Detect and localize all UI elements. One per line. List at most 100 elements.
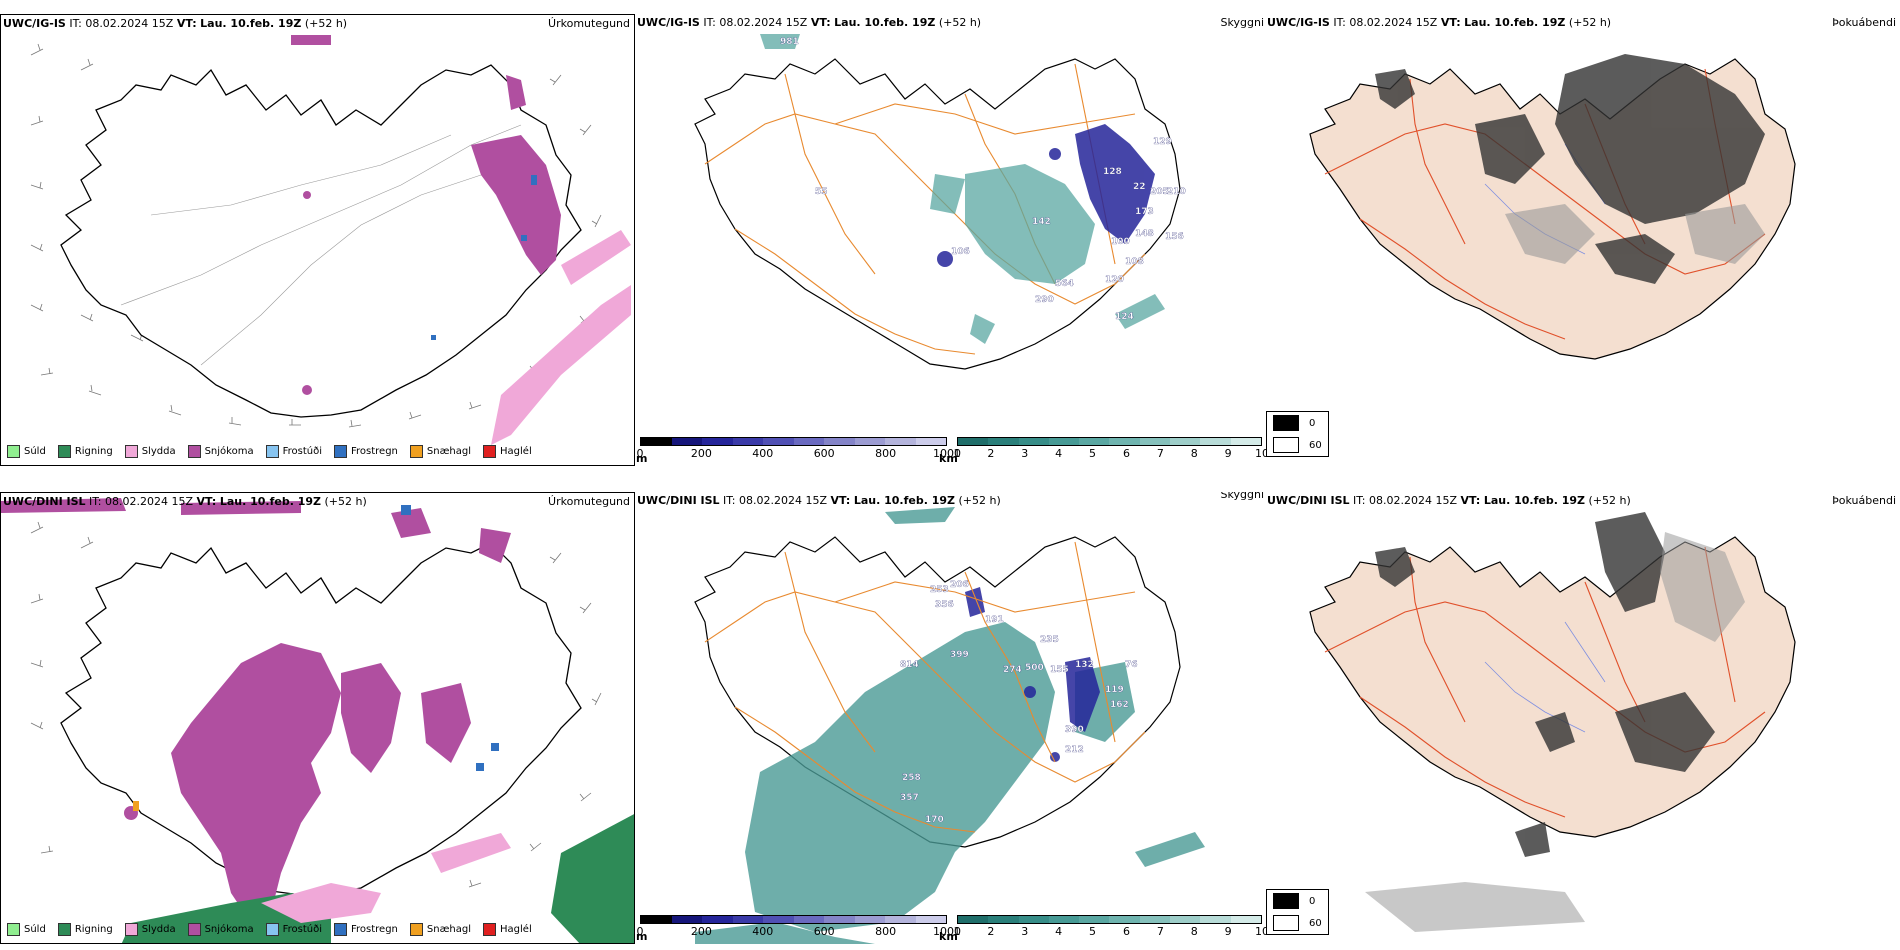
- precip-legend-bottom: Súld Rigning Slydda Snjókoma Frostúði Fr…: [7, 923, 532, 936]
- colorbar-swatch: [1048, 438, 1080, 445]
- colorbar-tick: 200: [690, 447, 712, 460]
- colorbar-swatch: [988, 438, 1019, 445]
- visibility-value-label: 356: [935, 600, 954, 610]
- legend-item: Rigning: [57, 445, 113, 458]
- colorbar-swatch: [671, 916, 702, 923]
- colorbar-swatch: [1018, 916, 1049, 923]
- visibility-value-label: 100: [1111, 237, 1130, 247]
- colorbar-swatch: [854, 916, 885, 923]
- legend-swatch: [483, 445, 497, 458]
- precip-map-top: [30, 35, 631, 445]
- colorbar-tick: 7: [1156, 925, 1164, 938]
- visibility-value-label: 205: [1150, 187, 1169, 197]
- legend-item: Frostregn: [334, 923, 398, 936]
- legend-swatch: [7, 923, 20, 936]
- row-header-bottom: UWC/DINI ISL IT: 08.02.2024 15Z VT: Lau.…: [3, 495, 367, 508]
- colorbar-tick: 0: [636, 925, 644, 938]
- fog-panel-top: UWC/IG-IS IT: 08.02.2024 15Z VT: Lau. 10…: [1265, 14, 1900, 466]
- colorbar-swatch: [1170, 916, 1201, 923]
- visibility-value-label: 120: [1105, 275, 1124, 285]
- legend-item: Slydda: [124, 445, 176, 458]
- colorbar-swatch: [1230, 438, 1261, 445]
- colorbar-swatch: [702, 916, 733, 923]
- colorbar-swatch: [1230, 916, 1261, 923]
- vis-header-bottom: UWC/DINI ISL IT: 08.02.2024 15Z VT: Lau.…: [637, 494, 1001, 507]
- precip-type-panel-bottom: UWC/DINI ISL IT: 08.02.2024 15Z VT: Lau.…: [0, 492, 635, 944]
- visibility-value-label: 142: [1032, 217, 1051, 227]
- fog-teal: [760, 34, 1165, 344]
- colorbar-swatch: [915, 438, 946, 445]
- legend-swatch: [124, 923, 138, 936]
- colorbar-tick: 400: [752, 925, 774, 938]
- visibility-value-label: 274: [1003, 665, 1022, 675]
- visibility-value-label: 124: [1115, 312, 1134, 322]
- colorbar-swatch: [702, 438, 733, 445]
- cloud-key-swatch: [1273, 915, 1299, 931]
- visibility-value-label: 258: [902, 773, 921, 783]
- cloud-key-item: 0: [1267, 412, 1328, 434]
- legend-item: Frostúði: [265, 923, 322, 936]
- visibility-value-label: 564: [1055, 279, 1074, 289]
- fog-map-bottom: [1309, 512, 1796, 932]
- colorbar-swatch: [958, 438, 989, 445]
- visibility-value-label: 206: [950, 580, 969, 590]
- unit-km-top: km: [939, 452, 958, 465]
- colorbar-tick: 600: [813, 447, 835, 460]
- visibility-value-label: 156: [1165, 232, 1184, 242]
- colorbar-swatch: [1109, 916, 1140, 923]
- colorbar-tick: 1: [953, 447, 961, 460]
- precip-legend-top: Súld Rigning Slydda Snjókoma Frostúði Fr…: [7, 445, 532, 458]
- vis-colorbar-km-bottom: 1 2 3 4 5 6 7 8 9 10: [953, 915, 1269, 938]
- colorbar-tick: 9: [1224, 447, 1232, 460]
- unit-km-bottom: km: [939, 930, 958, 943]
- vis-colorbar-m-swatches: [640, 437, 947, 446]
- colorbar-tick: 8: [1190, 447, 1198, 460]
- cloud-key-item: 60: [1267, 434, 1328, 456]
- fog-header-top: UWC/IG-IS IT: 08.02.2024 15Z VT: Lau. 10…: [1267, 16, 1612, 29]
- cloud-key-top: 0 60: [1266, 411, 1329, 457]
- visibility-panel-top: 981 129 128 22 205 210 55 142 173 148 100 156 106 564…: [635, 14, 1270, 466]
- colorbar-swatch: [1079, 438, 1110, 445]
- legend-item: Slydda: [124, 923, 176, 936]
- visibility-title-top: Skyggni: [1220, 16, 1264, 29]
- legend-item: Haglél: [483, 923, 532, 936]
- colorbar-swatch: [671, 438, 702, 445]
- legend-swatch: [265, 923, 279, 936]
- colorbar-tick: 4: [1055, 925, 1063, 938]
- precip-title-bottom: Úrkomutegund: [548, 495, 630, 508]
- colorbar-tick: 2: [987, 925, 995, 938]
- freezing-areas: [401, 505, 499, 771]
- visibility-value-label: 500: [1025, 663, 1044, 673]
- visibility-value-label: 155: [1050, 665, 1069, 675]
- precip-title-top: Úrkomutegund: [548, 17, 630, 30]
- row-header-top: UWC/IG-IS IT: 08.02.2024 15Z VT: Lau. 10…: [3, 17, 348, 30]
- colorbar-tick: 7: [1156, 447, 1164, 460]
- unit-m-top: m: [636, 452, 648, 465]
- freezing-areas: [431, 175, 537, 340]
- colorbar-tick: 1: [953, 925, 961, 938]
- legend-swatch: [409, 923, 423, 936]
- colorbar-swatch: [1170, 438, 1201, 445]
- visibility-value-label: 191: [985, 615, 1004, 625]
- visibility-value-label: 22: [1133, 182, 1146, 192]
- colorbar-tick: 800: [875, 447, 897, 460]
- colorbar-swatch: [1018, 438, 1049, 445]
- colorbar-tick: 10: [1255, 925, 1269, 938]
- visibility-value-label: 132: [1075, 660, 1094, 670]
- roads-orange: [704, 541, 1146, 833]
- cloud-key-item: 0: [1267, 890, 1328, 912]
- colorbar-swatch: [885, 438, 916, 445]
- colorbar-swatch: [763, 916, 794, 923]
- colorbar-tick: 200: [690, 925, 712, 938]
- legend-swatch: [57, 445, 71, 458]
- colorbar-swatch: [854, 438, 885, 445]
- colorbar-swatch: [1139, 916, 1171, 923]
- colorbar-tick: 0: [636, 447, 644, 460]
- legend-item: Haglél: [483, 445, 532, 458]
- sleet-areas: [491, 230, 631, 445]
- visibility-value-label: 390: [1065, 725, 1084, 735]
- vis-colorbar-m-swatches: [640, 915, 947, 924]
- legend-swatch: [187, 923, 201, 936]
- visibility-value-label: 128: [1103, 167, 1122, 177]
